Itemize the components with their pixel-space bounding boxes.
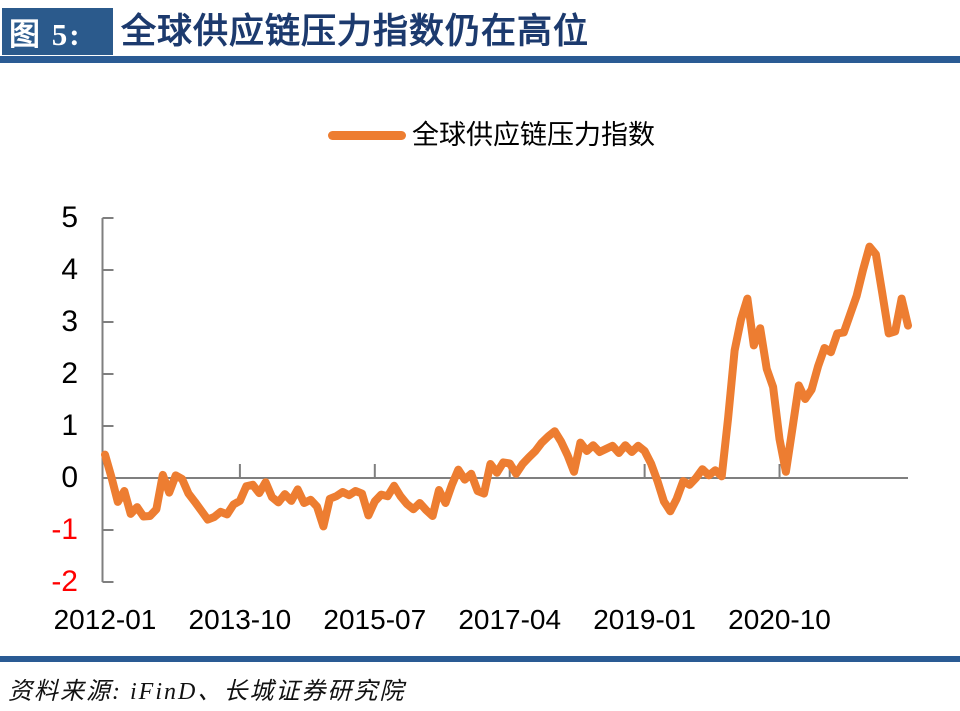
y-axis-tick-label: -2 — [51, 565, 78, 598]
x-axis-tick-label: 2013-10 — [188, 604, 292, 635]
figure-badge: 图 5: — [2, 8, 113, 55]
x-axis-tick-label: 2015-07 — [323, 604, 427, 635]
y-axis-tick-label: 1 — [61, 409, 78, 442]
header-divider — [0, 56, 960, 63]
source-note: 资料来源: iFinD、长城证券研究院 — [8, 679, 406, 705]
x-axis-tick-label: 2019-01 — [593, 604, 696, 635]
x-axis-tick-label: 2020-10 — [728, 604, 831, 635]
figure-title: 全球供应链压力指数仍在高位 — [121, 12, 590, 51]
y-axis-tick-label: 3 — [61, 305, 78, 338]
y-axis-tick-label: 0 — [61, 461, 78, 494]
footer-divider — [0, 656, 960, 662]
legend-line-swatch — [328, 131, 406, 140]
figure-badge-label: 图 5: — [9, 17, 82, 52]
x-axis-tick-label: 2012-01 — [53, 604, 157, 635]
y-axis-tick-label: 2 — [61, 357, 78, 390]
y-axis-tick-label: 4 — [61, 253, 78, 286]
y-axis-tick-label: 5 — [61, 201, 78, 234]
x-axis-tick-label: 2017-04 — [458, 604, 562, 635]
line-chart — [101, 217, 912, 583]
series-line — [101, 242, 912, 531]
legend-label: 全球供应链压力指数 — [412, 120, 655, 150]
y-axis-tick-label: -1 — [51, 513, 78, 546]
